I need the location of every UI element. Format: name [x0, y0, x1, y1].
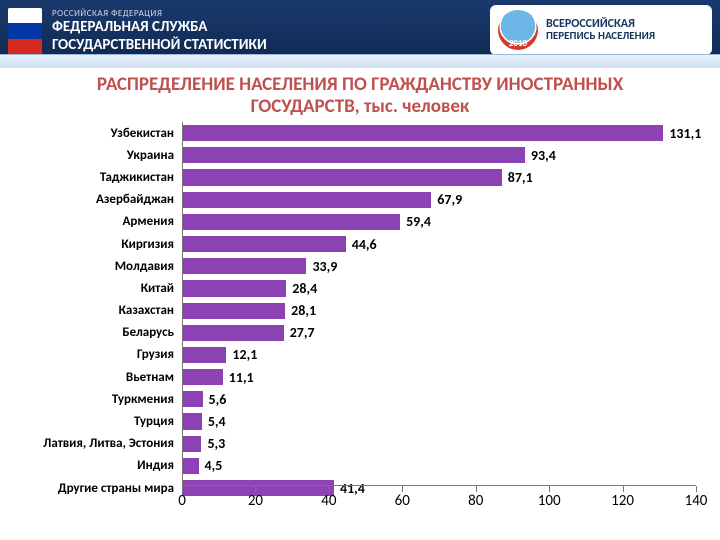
category-label: Индия	[24, 458, 182, 473]
census-badge: ВСЕРОССИЙСКАЯ ПЕРЕПИСЬ НАСЕЛЕНИЯ	[490, 5, 712, 55]
category-label: Вьетнам	[24, 370, 182, 385]
x-tick-label: 100	[538, 492, 561, 510]
y-axis-line	[182, 122, 183, 486]
category-label: Молдавия	[24, 259, 182, 274]
category-label: Таджикистан	[24, 170, 182, 185]
badge-line-2: ПЕРЕПИСЬ НАСЕЛЕНИЯ	[546, 30, 655, 42]
category-label: Другие страны мира	[24, 481, 182, 496]
x-tick-label: 40	[321, 492, 336, 510]
category-label: Украина	[24, 148, 182, 163]
category-label: Азербайджан	[24, 192, 182, 207]
ru-flag-icon	[8, 8, 42, 54]
x-tick-label: 80	[468, 492, 483, 510]
x-tick-label: 0	[178, 492, 186, 510]
chart-title-line-2: ГОСУДАРСТВ, тыс. человек	[0, 96, 720, 118]
chart-title-line-1: РАСПРЕДЕЛЕНИЕ НАСЕЛЕНИЯ ПО ГРАЖДАНСТВУ И…	[0, 74, 720, 96]
x-tick-label: 60	[395, 492, 410, 510]
bar-chart: Узбекистан131,1Украина93,4Таджикистан87,…	[24, 122, 696, 512]
x-tick-label: 140	[685, 492, 708, 510]
header-text: РОССИЙСКАЯ ФЕДЕРАЦИЯ ФЕДЕРАЛЬНАЯ СЛУЖБА …	[52, 8, 267, 54]
category-label: Турция	[24, 414, 182, 429]
category-label: Грузия	[24, 347, 182, 362]
header-title-line-1: ФЕДЕРАЛЬНАЯ СЛУЖБА	[52, 19, 267, 36]
category-label: Киргизия	[24, 237, 182, 252]
x-tick-label: 120	[611, 492, 634, 510]
category-label: Казахстан	[24, 303, 182, 318]
category-label: Латвия, Литва, Эстония	[24, 436, 182, 451]
category-label: Армения	[24, 214, 182, 229]
header: РОССИЙСКАЯ ФЕДЕРАЦИЯ ФЕДЕРАЛЬНАЯ СЛУЖБА …	[0, 0, 720, 62]
category-label: Узбекистан	[24, 126, 182, 141]
header-gloss	[0, 54, 720, 68]
x-tick-label: 20	[248, 492, 263, 510]
x-axis-line	[182, 485, 696, 486]
category-label: Китай	[24, 281, 182, 296]
header-title-line-2: ГОСУДАРСТВЕННОЙ СТАТИСТИКИ	[52, 37, 267, 54]
chart-title: РАСПРЕДЕЛЕНИЕ НАСЕЛЕНИЯ ПО ГРАЖДАНСТВУ И…	[0, 74, 720, 118]
category-label: Туркмения	[24, 392, 182, 407]
category-label: Беларусь	[24, 325, 182, 340]
census-logo-icon	[498, 10, 538, 50]
